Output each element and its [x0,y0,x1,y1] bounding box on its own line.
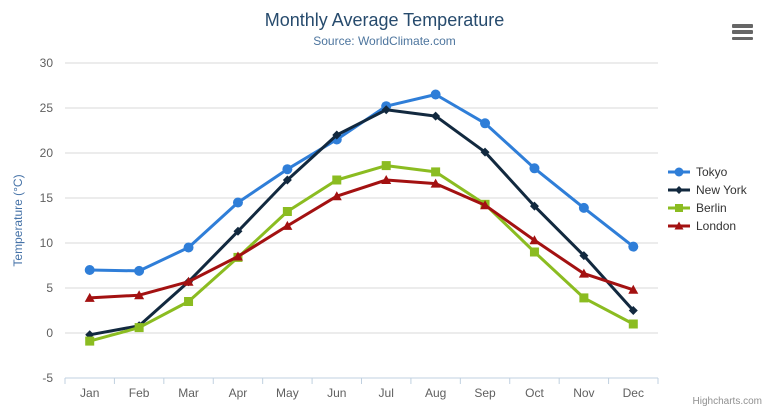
marker-circle [480,118,491,129]
svg-text:Jun: Jun [327,386,346,400]
legend-label: Tokyo [696,165,728,179]
marker-triangle [84,292,95,302]
marker-triangle [674,221,684,230]
svg-text:Nov: Nov [573,386,594,400]
marker-triangle [183,276,194,286]
marker-diamond [381,105,391,115]
marker-square [579,293,589,303]
legend-label: New York [696,183,747,197]
svg-text:Mar: Mar [178,386,199,400]
marker-diamond [628,306,638,315]
legend-item-berlin[interactable]: Berlin [667,199,747,217]
marker-circle [578,202,589,213]
svg-text:May: May [276,386,299,400]
marker-circle [84,265,95,275]
marker-square [134,323,144,333]
marker-square [282,207,292,216]
svg-text:Aug: Aug [425,386,446,400]
marker-circle [628,241,639,252]
series-marker-icon [668,167,690,177]
svg-text:15: 15 [40,191,54,205]
marker-square [85,336,95,346]
chart-subtitle: Source: WorldClimate.com [313,34,456,48]
marker-square [675,204,683,212]
series-tokyo [84,89,639,276]
marker-square [628,319,638,329]
marker-diamond [282,175,292,185]
hamburger-icon [732,36,753,40]
marker-square [431,167,441,177]
hamburger-icon [732,24,753,28]
marker-triangle [529,235,540,245]
series-london [84,175,639,302]
marker-triangle [430,178,441,188]
series-marker-icon [668,204,690,212]
marker-diamond [431,111,441,121]
svg-text:20: 20 [40,146,54,160]
svg-text:10: 10 [40,236,54,250]
svg-text:Feb: Feb [129,386,150,400]
svg-text:5: 5 [46,281,53,295]
marker-triangle [381,175,392,184]
svg-text:-5: -5 [42,371,53,385]
series-marker-icon [668,186,690,194]
export-menu-button[interactable] [732,24,753,40]
x-axis [64,377,659,384]
marker-triangle [331,191,342,201]
marker-diamond [480,147,490,157]
marker-triangle [578,268,589,278]
marker-diamond [579,251,589,261]
gridlines [65,62,658,379]
legend: Tokyo New York Berlin London [667,163,747,235]
svg-text:25: 25 [40,101,54,115]
svg-text:Apr: Apr [229,386,248,400]
marker-circle [529,163,540,174]
series-new-york [85,105,638,340]
marker-diamond [332,130,342,140]
legend-label: London [696,219,737,233]
hamburger-icon [732,30,753,34]
legend-item-new-york[interactable]: New York [667,181,747,199]
marker-triangle [282,220,293,230]
legend-label: Berlin [696,201,727,215]
chart-title: Monthly Average Temperature [264,10,505,30]
marker-diamond [233,226,243,236]
marker-triangle [480,200,491,210]
marker-circle [282,164,293,175]
marker-diamond [675,186,683,194]
y-axis-title: Temperature (°C) [11,174,25,266]
svg-text:Oct: Oct [525,386,544,400]
credits-link[interactable]: Highcharts.com [692,396,762,407]
legend-item-tokyo[interactable]: Tokyo [667,163,747,181]
legend-item-london[interactable]: London [667,217,747,235]
marker-diamond [529,201,539,211]
svg-text:Jan: Jan [80,386,99,400]
svg-text:0: 0 [46,326,53,340]
marker-triangle [134,290,145,300]
marker-triangle [628,284,639,294]
marker-square [184,297,194,306]
marker-square [332,175,342,185]
svg-text:Dec: Dec [623,386,644,400]
marker-triangle [232,251,243,261]
svg-text:30: 30 [40,56,54,70]
marker-circle [232,197,243,208]
svg-text:Sep: Sep [474,386,496,400]
marker-square [529,247,539,257]
marker-circle [134,265,145,276]
marker-square [381,161,391,171]
marker-circle [183,242,194,253]
marker-circle [674,167,684,177]
svg-text:Jul: Jul [379,386,394,400]
series-marker-icon [668,221,690,230]
marker-circle [430,89,441,100]
